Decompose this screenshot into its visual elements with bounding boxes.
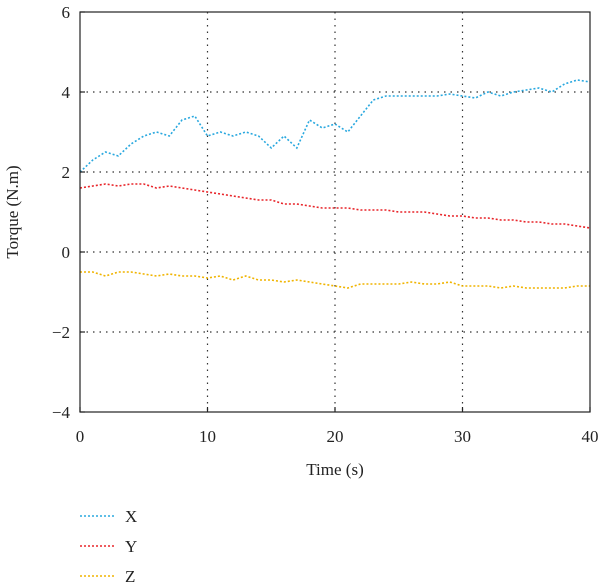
x-tick-label: 20 (327, 427, 344, 446)
y-tick-label: 6 (62, 3, 71, 22)
x-tick-label: 10 (199, 427, 216, 446)
y-tick-label: 4 (62, 83, 71, 102)
legend-label-y: Y (125, 537, 137, 556)
series-y-line (79, 183, 591, 229)
legend-label-x: X (125, 507, 137, 526)
y-axis-title: Torque (N.m) (3, 165, 22, 258)
x-tick-label: 30 (454, 427, 471, 446)
x-axis-title: Time (s) (306, 460, 363, 479)
legend-label-z: Z (125, 567, 135, 586)
y-tick-label: −2 (52, 323, 70, 342)
y-tick-label: −4 (52, 403, 71, 422)
y-tick-label: 2 (62, 163, 71, 182)
legend: XYZ (80, 507, 137, 586)
grid-lines (80, 12, 590, 412)
series-lines (79, 79, 591, 289)
x-tick-label: 40 (582, 427, 599, 446)
x-tick-label: 0 (76, 427, 85, 446)
series-x-line (79, 79, 591, 173)
axis-ticks: 0 10 20 30 40 −4 −2 0 2 4 6 (52, 3, 599, 446)
y-tick-label: 0 (62, 243, 71, 262)
